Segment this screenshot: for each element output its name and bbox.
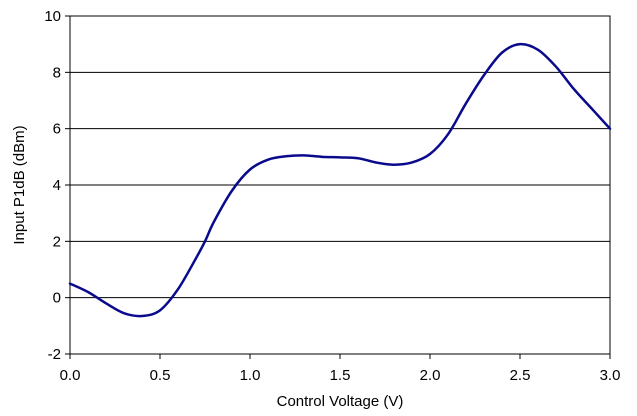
x-tick-label-1: 0.5 (150, 367, 171, 384)
x-axis-label: Control Voltage (V) (277, 393, 404, 410)
y-tick-label-0: -2 (48, 346, 61, 363)
x-tick-label-0: 0.0 (60, 367, 81, 384)
series-line-0 (68, 42, 612, 318)
y-axis-label: Input P1dB (dBm) (11, 125, 28, 244)
y-tick-label-3: 4 (53, 177, 61, 194)
series-layer (68, 42, 612, 318)
y-tick-label-2: 2 (53, 233, 61, 250)
x-tick-label-5: 2.5 (510, 367, 531, 384)
x-tick-label-6: 3.0 (600, 367, 621, 384)
ticks-layer: -2 0 2 4 6 8 10 0.0 0.5 1.0 1.5 2.0 2.5 3.0 (44, 8, 620, 384)
x-tick-label-4: 2.0 (420, 367, 441, 384)
x-tick-label-2: 1.0 (240, 367, 261, 384)
y-tick-label-5: 8 (53, 64, 61, 81)
grid-layer (70, 71, 610, 299)
y-tick-label-1: 0 (53, 290, 61, 307)
y-tick-label-6: 10 (44, 8, 61, 25)
x-tick-label-3: 1.5 (330, 367, 351, 384)
y-tick-label-4: 6 (53, 121, 61, 138)
